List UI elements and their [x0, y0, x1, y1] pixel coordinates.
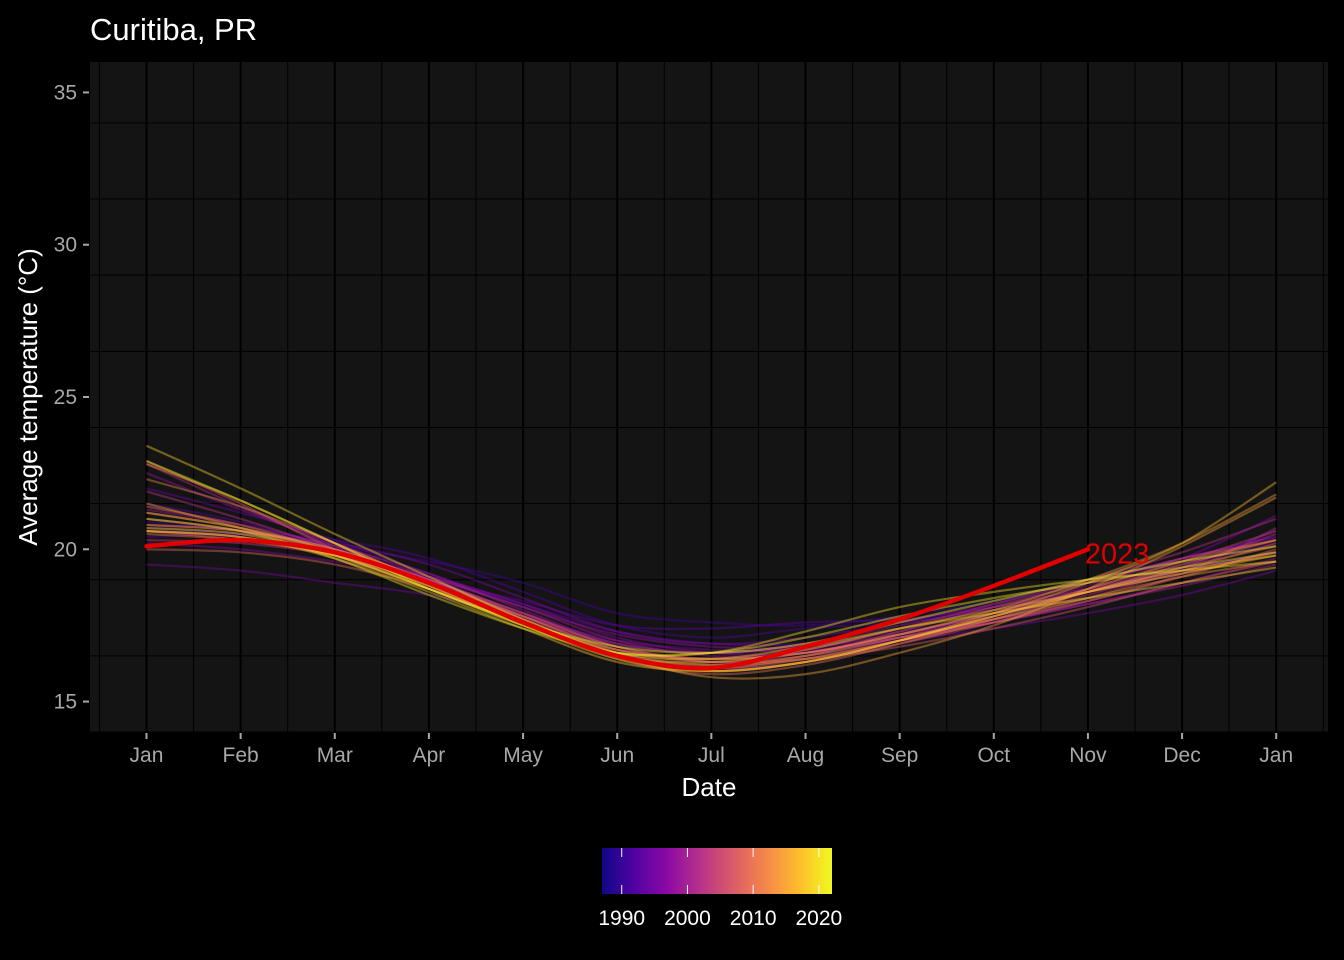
series-line-1991 [146, 520, 1277, 627]
x-tick-label: Mar [317, 744, 353, 767]
series-line-1997 [146, 536, 1277, 656]
x-tick-label: Jan [130, 744, 164, 767]
x-tick-label: May [503, 744, 543, 767]
series-line-1994 [146, 487, 1277, 647]
y-axis-title: Average temperature (°C) [13, 248, 43, 546]
series-line-1996 [146, 514, 1277, 645]
x-axis: Jan Feb Mar Apr May Jun Jul Aug Sep Oct Nov Dec Jan [130, 733, 1293, 767]
series-line-2008 [146, 529, 1277, 664]
x-tick-label: Nov [1069, 744, 1107, 767]
x-tick-label: Aug [787, 744, 824, 767]
x-tick-label: Dec [1163, 744, 1200, 767]
series-line-2018 [146, 529, 1277, 673]
x-tick-label: Feb [223, 744, 259, 767]
color-legend: 1990 2000 2010 2020 [598, 848, 842, 930]
y-tick-label: 35 [54, 81, 77, 104]
y-tick-label: 25 [54, 386, 77, 409]
colorbar-label: 2000 [664, 907, 711, 930]
series-line-1999 [146, 508, 1277, 654]
y-axis: 15 20 25 30 35 [54, 81, 89, 714]
highlight-line-2023 [144, 537, 1091, 671]
series-line-2003 [146, 490, 1277, 664]
series-line-2014 [146, 493, 1277, 661]
series-line-2015 [146, 462, 1277, 680]
series-line-1993 [146, 502, 1277, 631]
series-line-2002 [146, 517, 1277, 661]
x-tick-label: Oct [977, 744, 1010, 767]
series-line-2021 [146, 517, 1277, 657]
x-tick-label: Sep [881, 744, 918, 767]
series-line-2011 [146, 532, 1277, 673]
x-tick-label: Jun [600, 744, 634, 767]
series-line-2022 [146, 459, 1277, 654]
colorbar-label: 2020 [795, 907, 842, 930]
y-tick-label: 20 [54, 538, 77, 561]
series-line-2019 [146, 444, 1277, 661]
series-line-1998 [146, 472, 1277, 650]
series-line-2020 [146, 526, 1277, 657]
series-line-2007 [146, 459, 1277, 664]
series-line-1995 [146, 563, 1277, 653]
x-tick-label: Jul [698, 744, 725, 767]
series-line-2013 [146, 523, 1277, 667]
series-line-2004 [146, 529, 1277, 661]
colorbar [602, 848, 832, 894]
x-tick-label: Apr [413, 744, 446, 767]
colorbar-label: 1990 [598, 907, 645, 930]
x-axis-title: Date [682, 772, 737, 802]
y-tick-label: 15 [54, 691, 77, 714]
highlight-label: 2023 [1085, 538, 1150, 570]
chart-title: Curitiba, PR [90, 12, 257, 47]
colorbar-label: 2010 [730, 907, 777, 930]
series-line-2012 [146, 478, 1277, 667]
series-line-2016 [146, 529, 1277, 664]
plot-panel [90, 62, 1328, 732]
y-tick-label: 30 [54, 234, 77, 257]
x-tick-label: Jan [1259, 744, 1293, 767]
series-line-1992 [146, 529, 1277, 639]
series-lines [146, 444, 1277, 680]
highlight-series: 2023 [144, 537, 1150, 671]
series-line-2001 [146, 462, 1277, 654]
